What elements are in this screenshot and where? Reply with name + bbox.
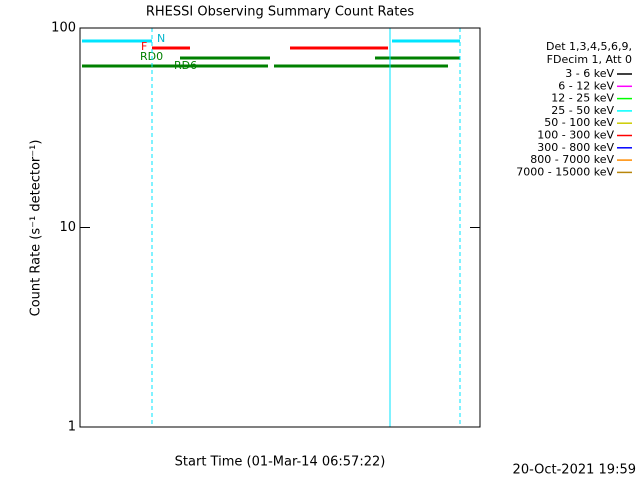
y-tick-label: 10 <box>59 220 76 235</box>
legend-header: FDecim 1, Att 0 <box>547 53 632 66</box>
legend-label: 800 - 7000 keV <box>530 153 614 166</box>
x-axis-label: Start Time (01-Mar-14 06:57:22) <box>175 455 386 470</box>
legend-label: 50 - 100 keV <box>544 116 614 129</box>
legend-label: 12 - 25 keV <box>551 92 614 105</box>
annotation: RD6 <box>174 59 197 72</box>
y-axis-label: Count Rate (s⁻¹ detector⁻¹) <box>29 140 44 317</box>
annotation: N <box>157 32 165 45</box>
annotation: F <box>141 40 147 53</box>
legend-label: 6 - 12 keV <box>558 79 614 92</box>
chart-title: RHESSI Observing Summary Count Rates <box>146 5 415 20</box>
legend-label: 300 - 800 keV <box>537 141 614 154</box>
footer: 20-Oct-2021 19:59 <box>513 463 636 478</box>
y-tick-label: 100 <box>51 21 76 36</box>
attenuator-bars <box>82 39 460 68</box>
legend-label: 25 - 50 keV <box>551 104 614 117</box>
legend-label: 7000 - 15000 keV <box>516 165 614 178</box>
legend-header: Det 1,3,4,5,6,9, <box>546 40 632 53</box>
legend-label: 3 - 6 keV <box>565 67 614 80</box>
legend-label: 100 - 300 keV <box>537 129 614 142</box>
y-tick-label: 1 <box>68 420 76 435</box>
